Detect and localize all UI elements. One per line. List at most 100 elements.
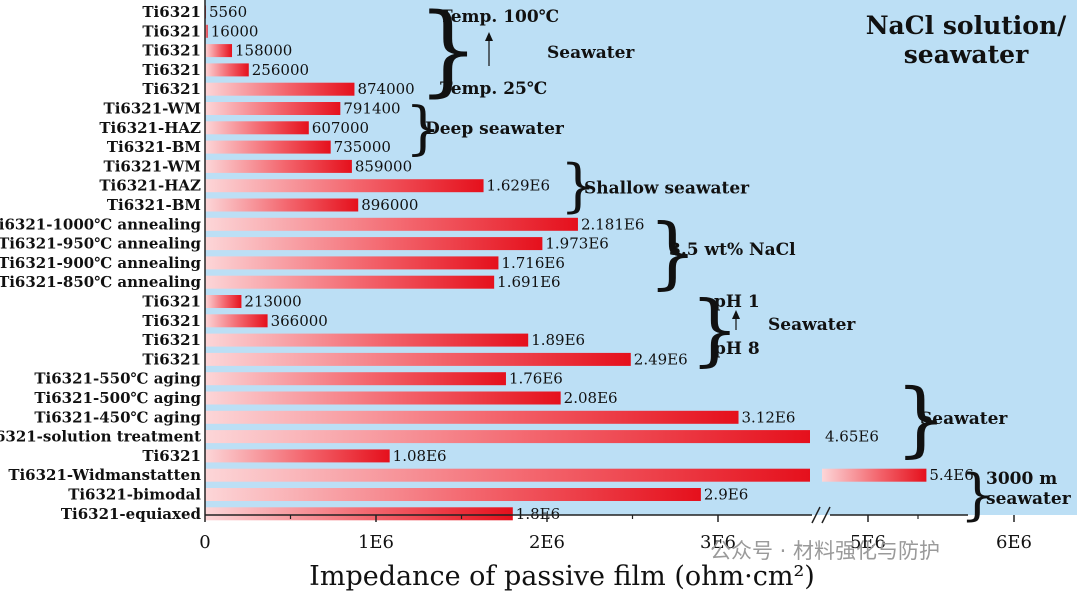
category-label: Ti6321-BM bbox=[107, 138, 201, 156]
group-top-note: Temp. 100℃ bbox=[440, 7, 559, 27]
group-label: 3000 m seawater bbox=[986, 469, 1072, 509]
group-brace: } bbox=[405, 94, 441, 161]
x-axis-label: Impedance of passive film (ohm·cm²) bbox=[309, 561, 815, 592]
category-label: Ti6321 bbox=[142, 42, 201, 60]
group-brace: } bbox=[895, 372, 947, 467]
bar bbox=[205, 333, 529, 347]
bar bbox=[205, 314, 268, 328]
group-top-note: pH 1 bbox=[714, 292, 760, 312]
category-label: Ti6321 bbox=[142, 80, 201, 98]
bar bbox=[205, 121, 309, 135]
bar bbox=[205, 372, 506, 386]
value-label: 2.49E6 bbox=[634, 350, 688, 368]
group-brace: } bbox=[648, 208, 697, 298]
category-label: Ti6321-HAZ bbox=[99, 119, 201, 137]
axis-break-mark bbox=[811, 506, 821, 524]
value-label: 1.629E6 bbox=[487, 177, 550, 195]
bar bbox=[205, 179, 484, 193]
category-label: Ti6321-WM bbox=[104, 157, 201, 175]
bar bbox=[205, 507, 513, 521]
category-label: Ti6321-550℃ aging bbox=[34, 370, 201, 388]
group-label: Seawater bbox=[768, 315, 856, 335]
category-label: Ti6321-500℃ aging bbox=[34, 389, 201, 407]
bar bbox=[205, 468, 927, 482]
category-label: Ti6321-850℃ annealing bbox=[0, 273, 201, 291]
category-label: Ti6321 bbox=[142, 350, 201, 368]
value-label: 5.4E6 bbox=[929, 466, 973, 484]
category-label: Ti6321 bbox=[142, 22, 201, 40]
bar bbox=[205, 24, 208, 38]
value-label: 158000 bbox=[235, 42, 292, 60]
bar bbox=[205, 63, 249, 77]
category-label: Ti6321-Widmanstatten bbox=[8, 466, 201, 484]
group-label: Deep seawater bbox=[425, 119, 565, 139]
category-label: Ti6321-450℃ aging bbox=[34, 408, 201, 426]
x-tick-label: 6E6 bbox=[996, 532, 1032, 553]
value-label: 256000 bbox=[252, 61, 309, 79]
bar bbox=[205, 488, 701, 501]
bar bbox=[205, 237, 543, 251]
bar bbox=[205, 352, 631, 366]
chart-title: NaCl solution/seawater bbox=[866, 11, 1067, 69]
bar-segment-left bbox=[205, 430, 810, 444]
group-bottom-note: Temp. 25℃ bbox=[440, 79, 547, 99]
group-brace: } bbox=[690, 285, 739, 375]
value-label: 735000 bbox=[334, 138, 391, 156]
group-brace: } bbox=[560, 152, 596, 219]
bar bbox=[205, 391, 561, 405]
value-label: 1.973E6 bbox=[545, 235, 608, 253]
bar bbox=[205, 410, 739, 424]
bar bbox=[205, 256, 499, 270]
group-label: Seawater bbox=[547, 43, 635, 63]
group-label: Seawater bbox=[920, 409, 1008, 429]
category-label: Ti6321 bbox=[142, 293, 201, 311]
group-label: Shallow seawater bbox=[584, 179, 750, 199]
value-label: 1.76E6 bbox=[509, 370, 563, 388]
value-label: 896000 bbox=[361, 196, 418, 214]
category-labels: Ti6321Ti6321Ti6321Ti6321Ti6321Ti6321-WMT… bbox=[0, 3, 202, 523]
value-label: 2.9E6 bbox=[704, 486, 748, 504]
value-label: 607000 bbox=[312, 119, 369, 137]
bar bbox=[205, 82, 355, 96]
category-label: Ti6321-solution treatment bbox=[0, 428, 201, 446]
category-label: Ti6321 bbox=[142, 3, 201, 21]
x-tick-label: 3E6 bbox=[700, 532, 736, 553]
value-label: 1.08E6 bbox=[393, 447, 447, 465]
x-tick-label: 0 bbox=[199, 532, 210, 553]
value-label: 16000 bbox=[211, 22, 259, 40]
group-brace: } bbox=[960, 464, 995, 528]
bar-segment-left bbox=[205, 468, 810, 482]
category-label: Ti6321 bbox=[142, 331, 201, 349]
bar bbox=[205, 275, 495, 289]
category-label: Ti6321-bimodal bbox=[68, 486, 201, 504]
bar bbox=[205, 159, 352, 173]
x-tick-label: 5E6 bbox=[850, 532, 886, 553]
x-tick-label: 2E6 bbox=[529, 532, 565, 553]
value-label: 5560 bbox=[209, 3, 247, 21]
category-label: Ti6321-HAZ bbox=[99, 177, 201, 195]
value-label: 1.716E6 bbox=[501, 254, 564, 272]
category-label: Ti6321 bbox=[142, 312, 201, 330]
bar bbox=[205, 449, 390, 463]
bar bbox=[205, 102, 341, 115]
value-label: 791400 bbox=[343, 100, 400, 118]
value-label: 1.691E6 bbox=[497, 273, 560, 291]
x-tick-label: 1E6 bbox=[358, 532, 394, 553]
bar bbox=[205, 44, 233, 58]
category-label: Ti6321-BM bbox=[107, 196, 201, 214]
value-label: 366000 bbox=[271, 312, 328, 330]
category-label: Ti6321 bbox=[142, 61, 201, 79]
value-label: 4.65E6 bbox=[825, 428, 879, 446]
bar bbox=[205, 198, 359, 212]
category-label: Ti6321-900℃ annealing bbox=[0, 254, 201, 272]
watermark: 公众号 · 材料强化与防护 bbox=[710, 539, 940, 563]
bars bbox=[205, 5, 927, 521]
value-label: 1.8E6 bbox=[516, 505, 560, 523]
bar bbox=[205, 430, 810, 444]
value-label: 2.181E6 bbox=[581, 215, 644, 233]
group-brace: } bbox=[417, 0, 479, 108]
value-label: 2.08E6 bbox=[564, 389, 618, 407]
category-label: Ti6321 bbox=[142, 447, 201, 465]
